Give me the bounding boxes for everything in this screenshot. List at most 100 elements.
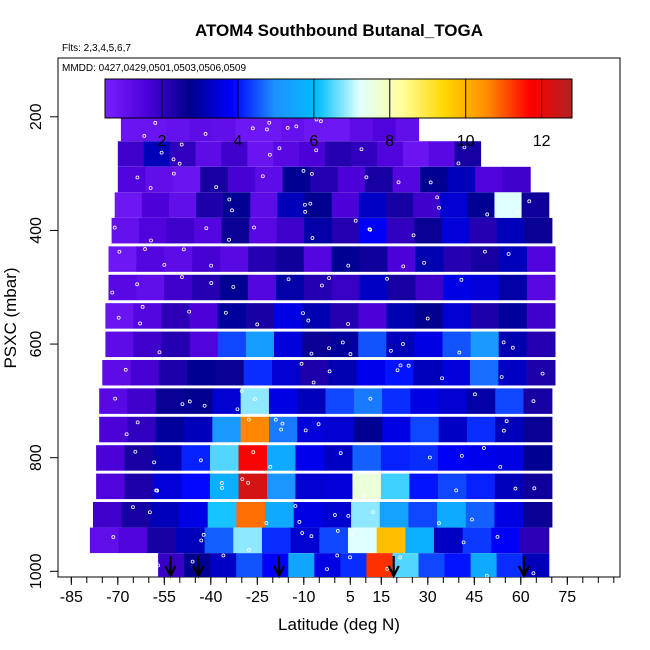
heatmap-cell (150, 502, 180, 528)
heatmap-cell (442, 331, 472, 358)
heatmap-cell (444, 553, 472, 577)
heatmap-cell (161, 331, 191, 358)
heatmap-cell (189, 115, 214, 142)
heatmap-cell (143, 115, 168, 142)
sample-marker (177, 161, 182, 166)
sample-marker (495, 534, 500, 539)
sample-marker (246, 480, 251, 485)
sample-marker (117, 249, 122, 254)
heatmap-cell (155, 416, 185, 443)
heatmap-cell (153, 445, 183, 471)
sample-marker (154, 488, 159, 493)
heatmap-cell (266, 445, 297, 471)
heatmap-cell (502, 166, 531, 193)
heatmap-cell (353, 388, 383, 414)
sample-marker (510, 345, 515, 350)
heatmap-cell (392, 553, 420, 577)
profile-arrow-head (164, 565, 177, 579)
sample-marker (346, 263, 351, 268)
sample-marker (309, 172, 314, 176)
sample-marker (308, 201, 313, 206)
profile-arrow-head (273, 565, 285, 579)
heatmap-cell (217, 331, 247, 358)
sample-marker (335, 529, 340, 533)
sample-marker (267, 120, 272, 125)
sample-marker (135, 282, 140, 287)
colorbar-tick-label: 4 (233, 133, 242, 150)
heatmap-cell (437, 473, 467, 500)
y-axis: 200 400 600 800 1000 (28, 103, 59, 589)
heatmap-cell (385, 192, 414, 218)
heatmap-cell (120, 115, 145, 142)
heatmap-cell (161, 303, 191, 329)
sample-marker (285, 126, 290, 130)
heatmap-cell (261, 527, 292, 554)
dates-label: MMDD: 0427,0429,0501,0503,0506,0509 (62, 63, 246, 74)
heatmap-cell (172, 166, 201, 193)
sample-marker (253, 397, 257, 402)
heatmap-cell (196, 192, 224, 218)
heatmap-cell (220, 246, 249, 272)
sample-marker (504, 419, 509, 424)
sample-marker (240, 477, 245, 482)
sample-marker (359, 147, 364, 152)
heatmap-cell (166, 115, 191, 142)
heatmap-cell (330, 303, 359, 329)
sample-marker (425, 316, 430, 321)
heatmap-cell (527, 274, 556, 301)
heatmap-cell (215, 359, 245, 386)
heatmap-cell (382, 388, 411, 414)
heatmap-cell (268, 416, 298, 443)
heatmap-cell (268, 388, 298, 414)
heatmap-cell (494, 502, 524, 528)
heatmap-cell (273, 303, 303, 329)
sample-marker (454, 488, 459, 493)
sample-marker (149, 238, 153, 243)
heatmap-cell (386, 217, 415, 244)
sample-marker (309, 351, 314, 356)
heatmap-cell (358, 303, 387, 329)
heatmap-cell (470, 303, 500, 329)
flights-label: Flts: 2,3,4,5,6,7 (62, 43, 131, 54)
heatmap-cell (139, 217, 168, 244)
heatmap-cell (466, 445, 496, 471)
sample-marker (239, 389, 244, 393)
x-tick-label: -40 (199, 589, 222, 606)
sample-marker (138, 321, 142, 326)
heatmap-cell (121, 502, 151, 528)
heatmap-cell (387, 274, 416, 301)
sample-marker (153, 121, 158, 125)
sample-marker (459, 453, 464, 458)
heatmap-cell (352, 445, 382, 471)
sample-marker (279, 427, 284, 432)
sample-marker (531, 571, 536, 576)
sample-marker (303, 209, 308, 214)
heatmap-cell (325, 416, 355, 443)
heatmap-cell (467, 192, 496, 218)
heatmap-cell (266, 473, 297, 500)
heatmap-cell (179, 502, 209, 528)
sample-marker (346, 513, 351, 518)
heatmap-cell (386, 303, 416, 329)
sample-marker (187, 309, 192, 314)
sample-marker (303, 202, 307, 207)
heatmap-cell (352, 473, 382, 500)
heatmap-cell (420, 166, 449, 193)
heatmap-cell (520, 527, 550, 554)
sample-marker (348, 352, 353, 356)
sample-marker (422, 260, 427, 265)
heatmap-cell (145, 166, 174, 193)
heatmap-cell (494, 445, 524, 471)
sample-marker (411, 233, 416, 238)
sample-marker (396, 180, 401, 185)
heatmap-cell (337, 166, 366, 193)
sample-marker (385, 567, 390, 571)
sample-marker (190, 559, 195, 564)
sample-marker (214, 185, 219, 190)
heatmap-cell (372, 115, 397, 142)
heatmap-cell (454, 141, 482, 167)
heatmap-cell (258, 115, 282, 142)
heatmap-cell (496, 553, 524, 577)
sample-marker (220, 481, 224, 485)
heatmap-cell (410, 416, 440, 443)
